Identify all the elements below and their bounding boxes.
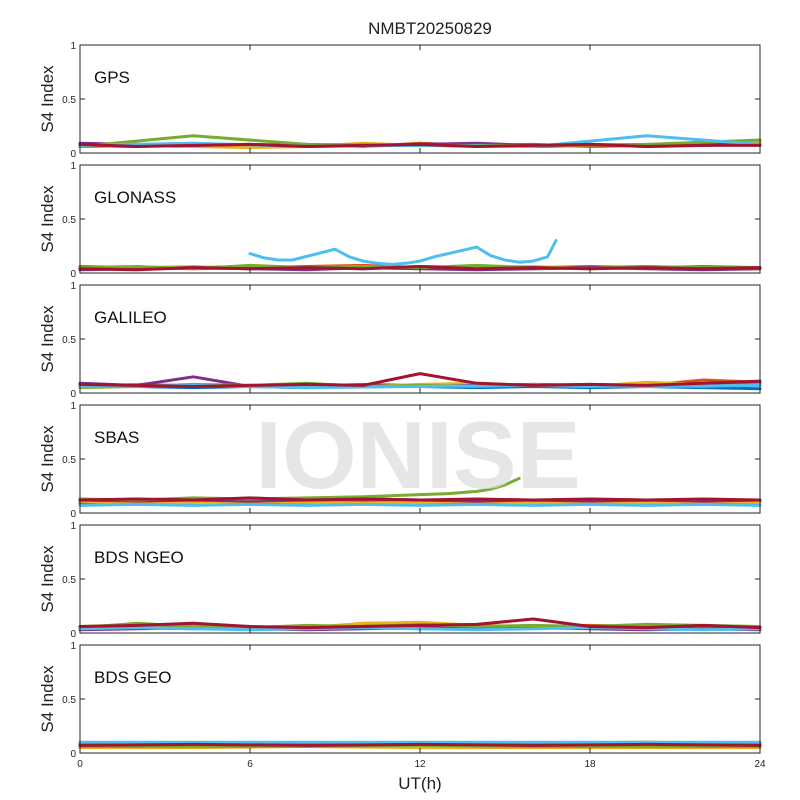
y-tick-label: 0.5 bbox=[62, 695, 76, 706]
series-line bbox=[78, 742, 762, 747]
y-tick-label: 0 bbox=[70, 389, 76, 400]
plot-area bbox=[80, 645, 760, 753]
series-line bbox=[78, 372, 762, 388]
x-tick-label: 0 bbox=[77, 759, 83, 770]
y-tick-label: 0.5 bbox=[62, 95, 76, 106]
y-tick-label: 0 bbox=[70, 629, 76, 640]
plot-area bbox=[80, 165, 760, 273]
y-tick-label: 0 bbox=[70, 269, 76, 280]
series-line bbox=[78, 142, 762, 148]
watermark: IONISE bbox=[255, 402, 580, 509]
y-tick-label: 1 bbox=[70, 41, 76, 52]
y-tick-label: 1 bbox=[70, 401, 76, 412]
y-axis-label: S4 Index bbox=[38, 65, 57, 133]
figure-title: NMBT20250829 bbox=[368, 19, 492, 38]
y-tick-label: 0 bbox=[70, 509, 76, 520]
panel-label: SBAS bbox=[94, 428, 139, 447]
y-tick-label: 0.5 bbox=[62, 335, 76, 346]
y-tick-label: 0.5 bbox=[62, 215, 76, 226]
plot-area bbox=[80, 525, 760, 633]
series-line bbox=[78, 496, 762, 502]
series-line bbox=[78, 499, 762, 505]
x-tick-label: 24 bbox=[754, 759, 766, 770]
panel-gps: 0 0.5 1 GPS S4 Index bbox=[38, 41, 762, 160]
panel-label: GPS bbox=[94, 68, 130, 87]
series-line bbox=[78, 502, 762, 507]
series-line bbox=[78, 617, 762, 630]
panels: 0 0.5 1 GPS S4 Index 0 0.5 1 GLONASS S4 Index 0 0.5… bbox=[38, 41, 766, 770]
series-line bbox=[78, 476, 521, 502]
x-axis-label: UT(h) bbox=[398, 774, 441, 793]
panel-glonass: 0 0.5 1 GLONASS S4 Index bbox=[38, 161, 762, 280]
y-axis-label: S4 Index bbox=[38, 665, 57, 733]
panel-label: GLONASS bbox=[94, 188, 176, 207]
y-tick-label: 1 bbox=[70, 161, 76, 172]
y-axis-label: S4 Index bbox=[38, 305, 57, 373]
panel-label: BDS NGEO bbox=[94, 548, 184, 567]
panel-bds-geo: 0 0.5 1 0 6 12 18 24 BDS GEO S4 Index bbox=[38, 641, 766, 770]
x-tick-label: 18 bbox=[584, 759, 596, 770]
y-tick-label: 1 bbox=[70, 281, 76, 292]
plot-area bbox=[80, 285, 760, 393]
series-line bbox=[248, 239, 558, 266]
y-tick-label: 0 bbox=[70, 749, 76, 760]
y-tick-label: 0.5 bbox=[62, 455, 76, 466]
y-tick-label: 1 bbox=[70, 521, 76, 532]
x-tick-label: 6 bbox=[247, 759, 253, 770]
y-tick-label: 0.5 bbox=[62, 575, 76, 586]
y-axis-label: S4 Index bbox=[38, 425, 57, 493]
panel-label: GALILEO bbox=[94, 308, 167, 327]
panel-label: BDS GEO bbox=[94, 668, 171, 687]
y-tick-label: 1 bbox=[70, 641, 76, 652]
y-tick-label: 0 bbox=[70, 149, 76, 160]
y-axis-label: S4 Index bbox=[38, 545, 57, 613]
x-tick-label: 12 bbox=[414, 759, 426, 770]
y-axis-label: S4 Index bbox=[38, 185, 57, 253]
series-line bbox=[78, 265, 762, 272]
panel-galileo: 0 0.5 1 GALILEO S4 Index bbox=[38, 281, 762, 400]
panel-bds-ngeo: 0 0.5 1 BDS NGEO S4 Index bbox=[38, 521, 762, 640]
panel-sbas: 0 0.5 1 SBAS S4 Index bbox=[38, 401, 762, 520]
